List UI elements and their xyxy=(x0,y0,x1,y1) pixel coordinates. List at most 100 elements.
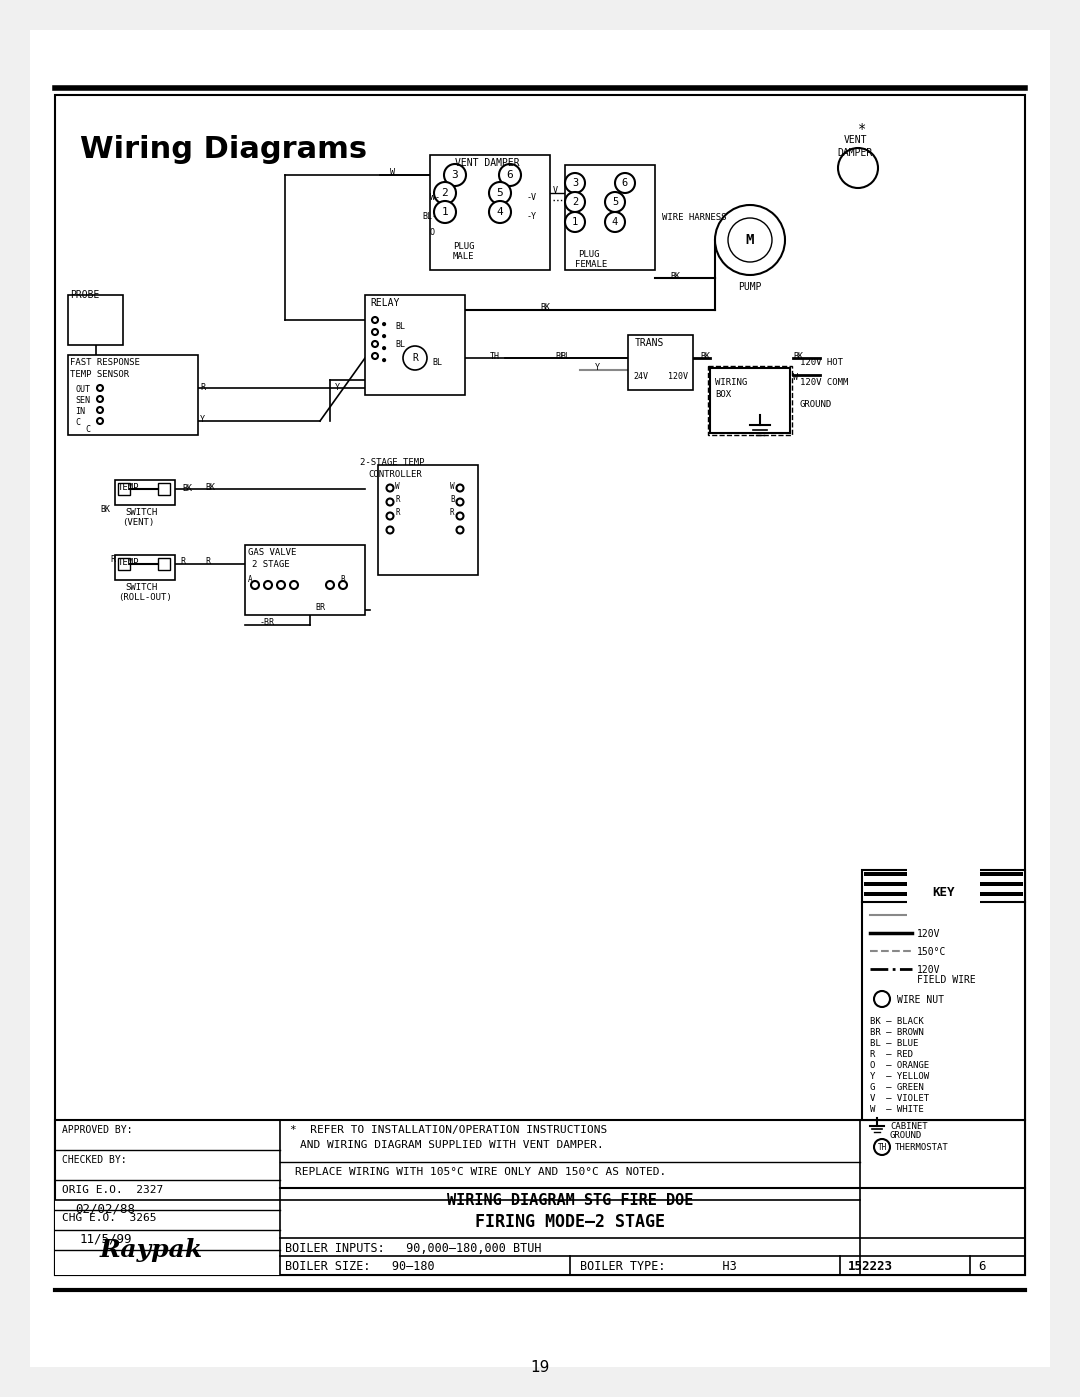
Text: APPROVED BY:: APPROVED BY: xyxy=(62,1125,133,1134)
Text: BL-: BL- xyxy=(422,212,437,221)
Text: PUMP: PUMP xyxy=(739,282,761,292)
Text: R: R xyxy=(180,557,185,566)
Circle shape xyxy=(264,581,272,590)
Circle shape xyxy=(372,353,378,359)
Text: BL: BL xyxy=(395,321,405,331)
Text: Y  – YELLOW: Y – YELLOW xyxy=(870,1071,929,1081)
Circle shape xyxy=(499,163,521,186)
Circle shape xyxy=(838,148,878,189)
Bar xyxy=(378,465,478,576)
Text: BK: BK xyxy=(100,504,110,514)
Text: DAMPER: DAMPER xyxy=(837,148,873,158)
Circle shape xyxy=(565,191,585,212)
Circle shape xyxy=(489,201,511,224)
Bar xyxy=(708,366,792,434)
Circle shape xyxy=(605,191,625,212)
Text: 120V: 120V xyxy=(917,965,941,975)
Text: O: O xyxy=(430,228,435,237)
Circle shape xyxy=(387,499,393,506)
Text: BK: BK xyxy=(540,303,550,312)
Text: TRANS: TRANS xyxy=(635,338,664,348)
Bar xyxy=(864,882,1023,886)
Text: -BR: -BR xyxy=(260,617,275,627)
Text: 11/5/99: 11/5/99 xyxy=(80,1234,133,1246)
Text: WIRE NUT: WIRE NUT xyxy=(897,995,944,1004)
Bar xyxy=(864,887,1023,891)
Circle shape xyxy=(874,1139,890,1155)
Text: W-: W- xyxy=(430,193,440,203)
Text: ●: ● xyxy=(382,345,387,351)
Circle shape xyxy=(565,173,585,193)
Circle shape xyxy=(715,205,785,275)
Circle shape xyxy=(434,182,456,204)
Text: BK – BLACK: BK – BLACK xyxy=(870,1017,923,1025)
Text: 6: 6 xyxy=(622,177,629,189)
Text: BL: BL xyxy=(432,358,442,367)
Text: OUT: OUT xyxy=(75,386,90,394)
Bar xyxy=(55,1200,280,1275)
Text: ●: ● xyxy=(382,321,387,327)
Bar xyxy=(114,481,175,504)
Circle shape xyxy=(387,485,393,492)
Text: SWITCH: SWITCH xyxy=(125,509,158,517)
Circle shape xyxy=(434,201,456,224)
Text: ORIG E.O.  2327: ORIG E.O. 2327 xyxy=(62,1185,163,1194)
Text: TH: TH xyxy=(877,1143,887,1151)
Text: BK: BK xyxy=(700,352,710,360)
Text: VENT DAMPER: VENT DAMPER xyxy=(455,158,519,168)
Circle shape xyxy=(97,395,103,402)
Text: R: R xyxy=(205,557,210,566)
Text: AND WIRING DIAGRAM SUPPLIED WITH VENT DAMPER.: AND WIRING DIAGRAM SUPPLIED WITH VENT DA… xyxy=(300,1140,604,1150)
Text: BL: BL xyxy=(395,339,405,349)
Text: MALE: MALE xyxy=(453,251,474,261)
Text: TEMP: TEMP xyxy=(118,557,139,567)
Bar xyxy=(68,295,123,345)
Bar xyxy=(114,555,175,580)
Text: Y: Y xyxy=(200,415,205,425)
Bar xyxy=(627,335,693,390)
Text: REPLACE WIRING WITH 105°C WIRE ONLY AND 150°C AS NOTED.: REPLACE WIRING WITH 105°C WIRE ONLY AND … xyxy=(295,1166,666,1178)
Circle shape xyxy=(291,581,298,590)
Text: BR – BROWN: BR – BROWN xyxy=(870,1028,923,1037)
Circle shape xyxy=(457,527,463,534)
Text: C: C xyxy=(75,418,80,427)
Text: 5: 5 xyxy=(497,189,503,198)
Text: BL: BL xyxy=(561,352,570,360)
Text: G  – GREEN: G – GREEN xyxy=(870,1083,923,1092)
Text: B: B xyxy=(340,576,345,584)
Text: 2-STAGE TEMP: 2-STAGE TEMP xyxy=(360,458,424,467)
Text: *  REFER TO INSTALLATION/OPERATION INSTRUCTIONS: * REFER TO INSTALLATION/OPERATION INSTRU… xyxy=(291,1125,607,1134)
Text: BL: BL xyxy=(555,352,565,360)
Circle shape xyxy=(457,485,463,492)
Text: FAST RESPONSE: FAST RESPONSE xyxy=(70,358,140,367)
Text: W: W xyxy=(793,373,798,381)
Text: R  – RED: R – RED xyxy=(870,1051,913,1059)
Circle shape xyxy=(728,218,772,263)
Text: TH: TH xyxy=(490,352,500,360)
Bar xyxy=(864,872,1023,876)
Text: WIRING: WIRING xyxy=(715,379,747,387)
Text: BK: BK xyxy=(670,272,680,281)
Text: 120V: 120V xyxy=(669,372,688,381)
Text: SEN: SEN xyxy=(75,395,90,405)
Circle shape xyxy=(372,317,378,323)
Text: R: R xyxy=(110,555,114,564)
Circle shape xyxy=(605,212,625,232)
Text: BL – BLUE: BL – BLUE xyxy=(870,1039,918,1048)
Text: PROBE: PROBE xyxy=(70,291,99,300)
Text: 24V: 24V xyxy=(917,911,934,921)
Circle shape xyxy=(326,581,334,590)
Circle shape xyxy=(387,513,393,520)
Text: IN: IN xyxy=(75,407,85,416)
Bar xyxy=(245,545,365,615)
Text: W: W xyxy=(395,482,400,490)
Text: BK: BK xyxy=(183,483,192,493)
Circle shape xyxy=(615,173,635,193)
Text: GROUND: GROUND xyxy=(890,1132,922,1140)
Text: C: C xyxy=(85,425,90,434)
Bar xyxy=(565,165,654,270)
Text: 120V COMM: 120V COMM xyxy=(800,379,849,387)
Circle shape xyxy=(372,341,378,346)
Text: B: B xyxy=(450,495,455,504)
Text: V: V xyxy=(553,186,558,196)
